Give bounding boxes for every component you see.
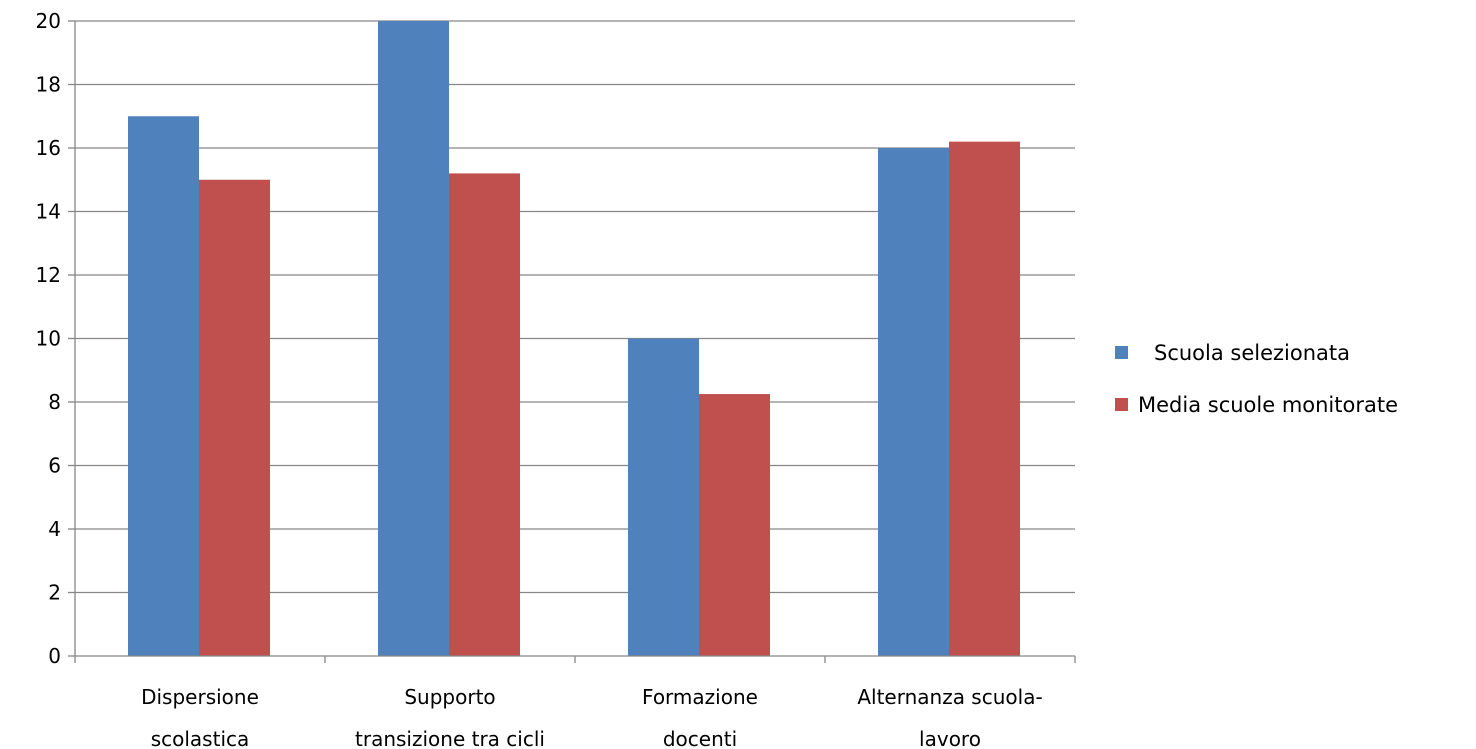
- bar-media-scuole-monitorate-2: [699, 394, 770, 656]
- y-tick-label-4: 4: [48, 517, 61, 541]
- x-category-label-line: Supporto: [404, 685, 495, 709]
- bar-media-scuole-monitorate-0: [199, 179, 270, 656]
- x-category-label-line: lavoro: [919, 727, 981, 749]
- y-tick-label-2: 2: [48, 581, 61, 605]
- x-category-label-line: Dispersione: [141, 685, 259, 709]
- bar-scuola-selezionata-0: [128, 116, 199, 656]
- axes: [68, 20, 1076, 663]
- legend-swatch-1: [1115, 398, 1128, 411]
- x-category-label-1: Supporto transizione tra cicli: [355, 685, 545, 749]
- y-tick-label-16: 16: [36, 136, 61, 160]
- x-category-label-line: Alternanza scuola-: [857, 685, 1042, 709]
- y-tick-label-8: 8: [48, 390, 61, 414]
- x-category-label-line: scolastica: [151, 727, 250, 749]
- bars: [128, 21, 1020, 656]
- bar-media-scuole-monitorate-1: [449, 173, 520, 656]
- y-tick-label-10: 10: [36, 327, 61, 351]
- x-category-label-line: docenti: [663, 727, 737, 749]
- bar-scuola-selezionata-3: [878, 148, 949, 656]
- x-category-label-0: Dispersione scolastica: [141, 685, 259, 749]
- bar-media-scuole-monitorate-3: [949, 141, 1020, 656]
- y-tick-label-18: 18: [36, 73, 61, 97]
- legend-label-1: Media scuole monitorate: [1138, 393, 1398, 417]
- legend-swatch-0: [1115, 346, 1128, 359]
- bar-scuola-selezionata-1: [378, 21, 449, 656]
- x-category-label-2: Formazione docenti: [642, 685, 758, 749]
- y-tick-label-14: 14: [36, 200, 61, 224]
- legend-label-0: Scuola selezionata: [1154, 341, 1350, 365]
- y-axis-tick-labels: 0 2 4 6 8 10 12 14 16 18 20: [36, 9, 61, 668]
- x-axis-category-labels: Dispersione scolastica Supporto transizione…: [141, 685, 1043, 749]
- x-category-label-3: Alternanza scuola-lavoro: [857, 685, 1042, 749]
- x-category-label-line: transizione tra cicli: [355, 727, 545, 749]
- y-tick-label-6: 6: [48, 454, 61, 478]
- legend: Scuola selezionata Media scuole monitorat…: [1115, 341, 1398, 417]
- x-category-label-line: Formazione: [642, 685, 758, 709]
- y-tick-label-20: 20: [36, 9, 61, 33]
- bar-scuola-selezionata-2: [628, 338, 699, 656]
- y-tick-label-0: 0: [48, 644, 61, 668]
- y-tick-label-12: 12: [36, 263, 61, 287]
